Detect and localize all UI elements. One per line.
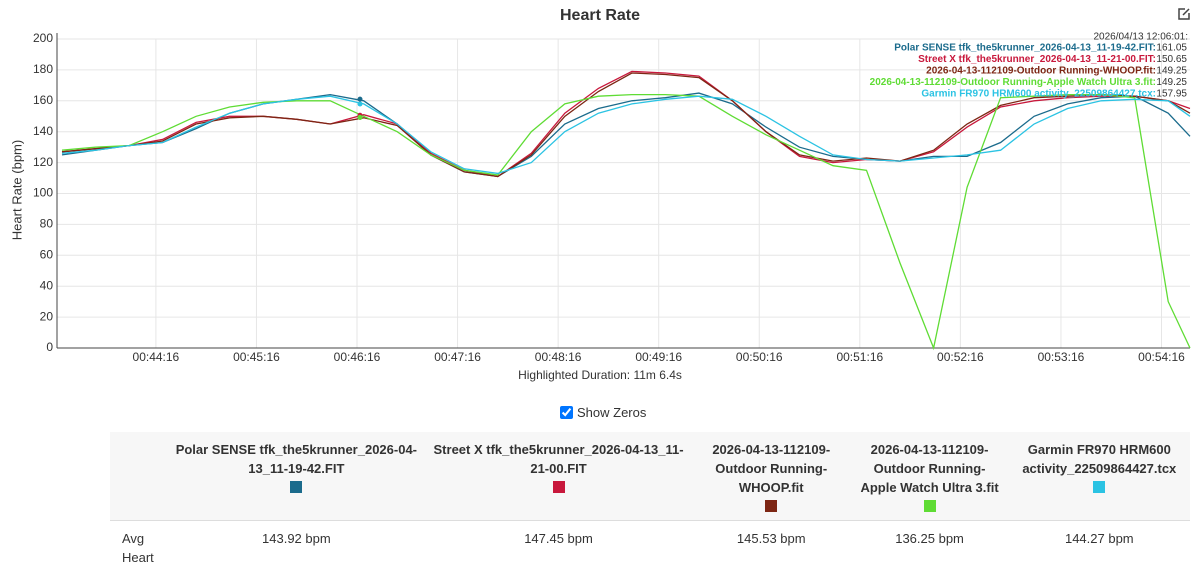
tooltip-value: 149.25 [1156, 77, 1187, 88]
avg-value: 145.53 bpm [692, 521, 850, 575]
header-row: Polar SENSE tfk_the5krunner_2026-04-13_1… [110, 432, 1190, 521]
y-tick-label: 40 [40, 278, 54, 292]
column-header: 2026-04-13-112109-Outdoor Running-WHOOP.… [692, 432, 850, 521]
column-title: Street X tfk_the5krunner_2026-04-13_11-2… [434, 442, 684, 476]
color-swatch [1093, 481, 1105, 493]
color-swatch [765, 500, 777, 512]
tooltip-value: 161.05 [1156, 43, 1187, 54]
tooltip-label: Garmin FR970 HRM600 activity_22509864427… [921, 89, 1156, 100]
column-header: Polar SENSE tfk_the5krunner_2026-04-13_1… [168, 432, 425, 521]
y-tick-label: 20 [40, 309, 54, 323]
show-zeros[interactable]: Show Zeros [560, 405, 646, 420]
x-tick-label: 00:44:16 [133, 350, 180, 364]
x-tick-label: 00:51:16 [836, 350, 883, 364]
color-swatch [553, 481, 565, 493]
column-header: Street X tfk_the5krunner_2026-04-13_11-2… [425, 432, 692, 521]
x-tick-label: 00:50:16 [736, 350, 783, 364]
y-axis-label: Heart Rate (bpm) [9, 140, 24, 240]
tooltip-label: 2026-04-13-112109-Outdoor Running-WHOOP.… [926, 66, 1156, 77]
stats-table: Polar SENSE tfk_the5krunner_2026-04-13_1… [110, 432, 1190, 575]
column-title: Polar SENSE tfk_the5krunner_2026-04-13_1… [176, 442, 417, 476]
tooltip-label: Street X tfk_the5krunner_2026-04-13_11-2… [918, 54, 1156, 65]
tooltip-value: 149.25 [1156, 66, 1187, 77]
y-tick-label: 0 [46, 340, 53, 354]
column-header: 2026-04-13-112109-Outdoor Running-Apple … [850, 432, 1008, 521]
y-tick-label: 140 [33, 124, 53, 138]
y-tick-label: 100 [33, 186, 53, 200]
show-zeros-label: Show Zeros [577, 405, 646, 420]
column-header: Garmin FR970 HRM600 activity_22509864427… [1009, 432, 1190, 521]
show-zeros-checkbox[interactable] [560, 406, 573, 419]
avg-value: 136.25 bpm [850, 521, 1008, 575]
x-tick-label: 00:47:16 [434, 350, 481, 364]
tooltip-label: 2026-04-13-112109-Outdoor Running-Apple … [870, 77, 1156, 88]
avg-value: 143.92 bpm [168, 521, 425, 575]
hover-point [358, 115, 363, 120]
line-series [62, 95, 1190, 348]
line-series [62, 96, 1190, 173]
x-axis-label: Highlighted Duration: 11m 6.4s [518, 368, 682, 382]
x-tick-label: 00:49:16 [635, 350, 682, 364]
page: {"chart_data": {"type": "line", "title":… [0, 0, 1200, 557]
x-tick-label: 00:46:16 [334, 350, 381, 364]
tooltip-label: Polar SENSE tfk_the5krunner_2026-04-13_1… [894, 43, 1156, 54]
y-tick-label: 200 [33, 31, 53, 45]
hover-point [358, 97, 363, 102]
corner [110, 432, 168, 521]
y-tick-label: 180 [33, 62, 53, 76]
column-title: Garmin FR970 HRM600 activity_22509864427… [1022, 442, 1176, 476]
row-label: Avg Heart [110, 521, 168, 575]
chart-title: Heart Rate [560, 7, 640, 24]
edit-icon[interactable] [1179, 9, 1189, 19]
column-title: 2026-04-13-112109-Outdoor Running-WHOOP.… [712, 442, 830, 495]
y-tick-label: 80 [40, 217, 54, 231]
y-tick-label: 160 [33, 93, 53, 107]
color-swatch [924, 500, 936, 512]
hover-point [358, 101, 363, 106]
column-title: 2026-04-13-112109-Outdoor Running-Apple … [860, 442, 998, 495]
x-tick-label: 00:48:16 [535, 350, 582, 364]
color-swatch [290, 481, 302, 493]
x-tick-label: 00:52:16 [937, 350, 984, 364]
chart: Heart Rate Heart Rate (bpm) Highlighted … [0, 0, 1200, 395]
x-tick-label: 00:54:16 [1138, 350, 1185, 364]
body: Heart Rate Heart Rate (bpm) Highlighted … [0, 0, 1200, 557]
y-tick-label: 120 [33, 155, 53, 169]
tooltip-value: 157.95 [1156, 89, 1187, 100]
avg-value: 147.45 bpm [425, 521, 692, 575]
tooltip-value: 150.65 [1156, 54, 1187, 65]
avg-value: 144.27 bpm [1009, 521, 1190, 575]
y-tick-label: 60 [40, 247, 54, 261]
tooltip-time: 2026/04/13 12:06:01: [1093, 32, 1188, 43]
x-tick-label: 00:45:16 [233, 350, 280, 364]
x-tick-label: 00:53:16 [1038, 350, 1085, 364]
